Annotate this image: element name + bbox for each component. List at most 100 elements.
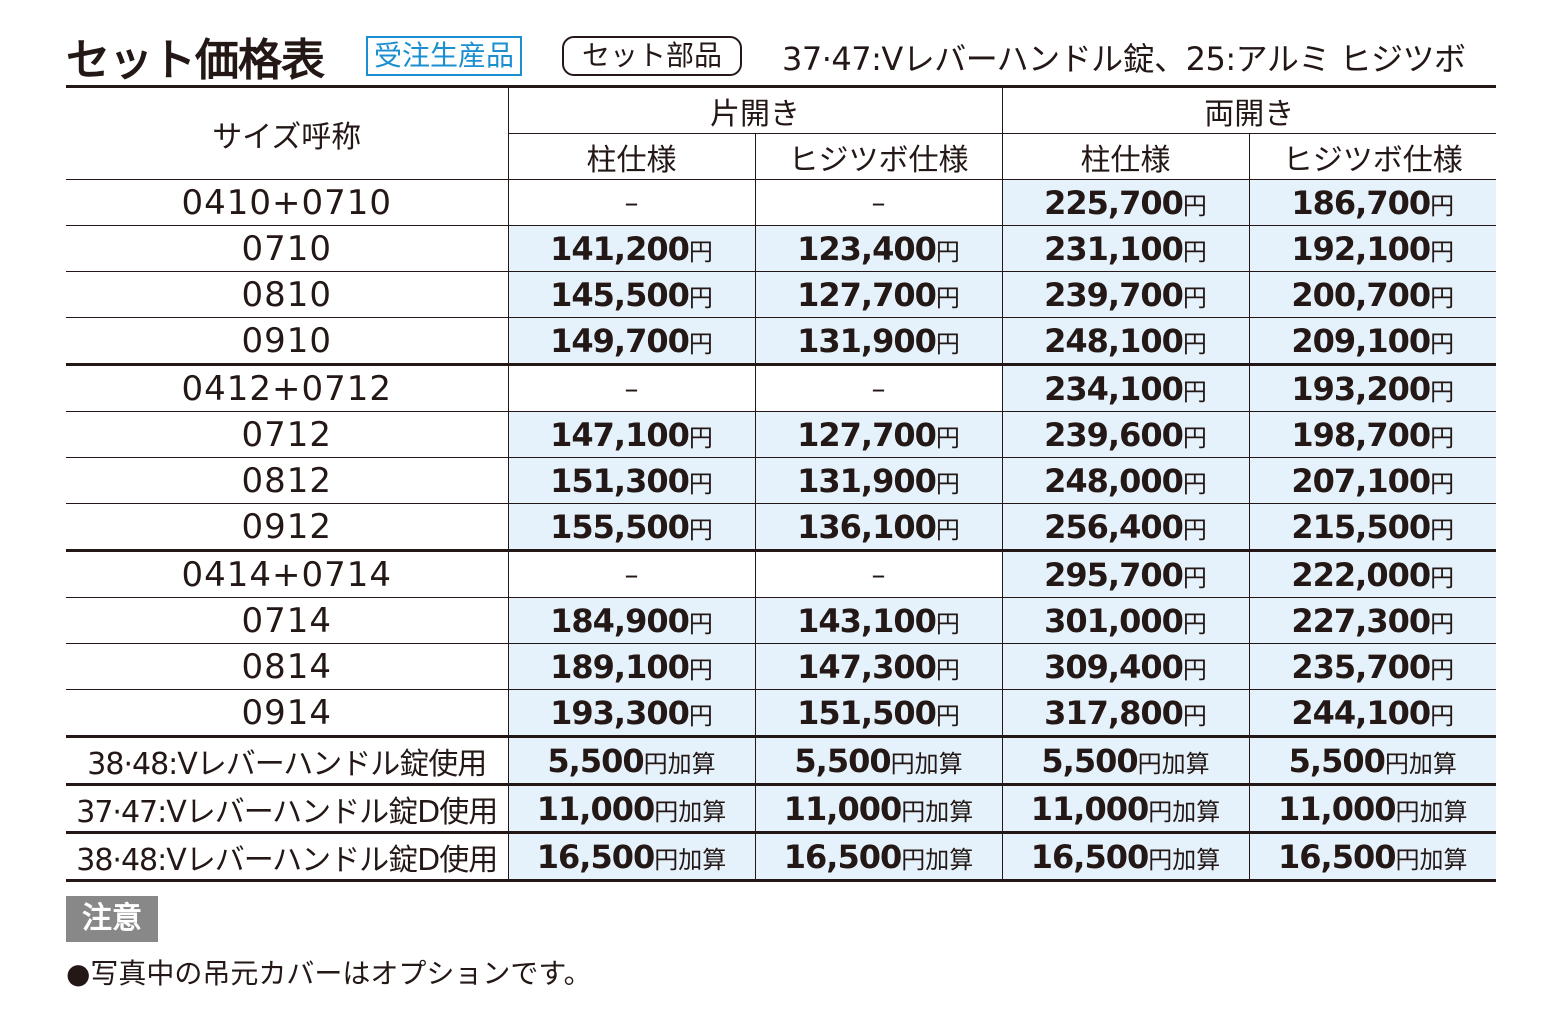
price-cell: 248,000円 <box>1002 457 1250 504</box>
price-value: 189,100 <box>550 647 690 686</box>
price-value: 136,100 <box>797 507 937 546</box>
table-row: 0710 141,200円 123,400円 231,100円 192,100円 <box>66 225 1496 272</box>
price-cell: 244,100円 <box>1249 689 1496 738</box>
option-price-value: 11,000 <box>1278 789 1396 828</box>
price-cell: 136,100円 <box>755 503 1003 552</box>
yen-unit: 円 <box>935 329 960 358</box>
option-price-cell: 5,500円加算 <box>755 736 1003 786</box>
double-elbow-header: ヒジツボ仕様 <box>1249 133 1496 180</box>
yen-unit: 円 <box>1182 609 1207 638</box>
yen-unit: 円 <box>935 655 960 684</box>
price-value: 147,300 <box>797 647 937 686</box>
size-cell: 0414+0714 <box>66 550 509 598</box>
price-value: 295,700 <box>1044 555 1184 594</box>
price-cell: 149,700円 <box>508 317 756 366</box>
add-suffix: 円加算 <box>643 749 716 778</box>
price-cell: 225,700円 <box>1002 179 1250 226</box>
add-suffix: 円加算 <box>654 845 727 874</box>
price-value: 239,700 <box>1044 275 1184 314</box>
yen-unit: 円 <box>688 237 713 266</box>
dash: – <box>871 186 886 219</box>
option-price-value: 11,000 <box>1030 789 1149 828</box>
price-cell: 193,200円 <box>1249 364 1496 412</box>
empty-price-cell: – <box>508 550 756 598</box>
option-price-cell: 16,500円加算 <box>1249 832 1496 882</box>
dash: – <box>871 372 886 405</box>
option-row: 38·48:Vレバーハンドル錠D使用 16,500円加算 16,500円加算 16,5… <box>66 832 1496 882</box>
add-suffix: 円加算 <box>1395 797 1468 826</box>
size-cell: 0814 <box>66 643 509 690</box>
price-cell: 186,700円 <box>1249 179 1496 226</box>
double-pillar-header: 柱仕様 <box>1002 133 1250 180</box>
yen-unit: 円 <box>688 701 713 730</box>
footnote: ●写真中の吊元カバーはオプションです。 <box>66 957 592 990</box>
size-cell: 0812 <box>66 457 509 504</box>
table-row: 0414+0714– –295,700円 222,000円 <box>66 550 1496 598</box>
table-row: 0912 155,500円 136,100円 256,400円 215,500円 <box>66 503 1496 552</box>
add-suffix: 円加算 <box>901 797 974 826</box>
price-value: 248,100 <box>1044 321 1184 360</box>
price-cell: 235,700円 <box>1249 643 1496 690</box>
price-cell: 147,300円 <box>755 643 1003 690</box>
price-cell: 131,900円 <box>755 317 1003 366</box>
option-price-cell: 11,000円加算 <box>755 784 1003 834</box>
price-value: 244,100 <box>1291 693 1431 732</box>
yen-unit: 円 <box>688 515 713 544</box>
price-value: 235,700 <box>1291 647 1431 686</box>
price-value: 192,100 <box>1291 229 1431 268</box>
made-to-order-badge: 受注生産品 <box>366 36 523 76</box>
price-value: 209,100 <box>1291 321 1431 360</box>
add-suffix: 円加算 <box>901 845 974 874</box>
price-value: 198,700 <box>1291 415 1431 454</box>
size-cell: 0914 <box>66 689 509 738</box>
yen-unit: 円 <box>1182 237 1207 266</box>
add-suffix: 円加算 <box>1137 749 1210 778</box>
price-cell: 209,100円 <box>1249 317 1496 366</box>
price-cell: 193,300円 <box>508 689 756 738</box>
notice-badge: 注意 <box>66 896 158 942</box>
price-cell: 127,700円 <box>755 271 1003 318</box>
yen-unit: 円 <box>688 423 713 452</box>
option-price-cell: 16,500円加算 <box>755 832 1003 882</box>
yen-unit: 円 <box>1182 469 1207 498</box>
dash: – <box>624 558 639 591</box>
price-cell: 131,900円 <box>755 457 1003 504</box>
price-value: 309,400 <box>1044 647 1184 686</box>
option-price-value: 16,500 <box>783 837 902 876</box>
option-price-value: 5,500 <box>794 741 891 780</box>
add-suffix: 円加算 <box>1148 845 1221 874</box>
yen-unit: 円 <box>1430 515 1455 544</box>
option-row: 38·48:Vレバーハンドル錠使用 5,500円加算 5,500円加算 5,500円加… <box>66 736 1496 786</box>
yen-unit: 円 <box>688 469 713 498</box>
table-row: 0410+0710– –225,700円 186,700円 <box>66 179 1496 226</box>
price-cell: 151,300円 <box>508 457 756 504</box>
table-row: 0814 189,100円 147,300円 309,400円 235,700円 <box>66 643 1496 690</box>
price-cell: 147,100円 <box>508 411 756 458</box>
size-cell: 0912 <box>66 503 509 552</box>
option-price-value: 16,500 <box>1030 837 1149 876</box>
yen-unit: 円 <box>1182 423 1207 452</box>
yen-unit: 円 <box>935 701 960 730</box>
yen-unit: 円 <box>1430 609 1455 638</box>
price-value: 200,700 <box>1291 275 1431 314</box>
price-cell: 198,700円 <box>1249 411 1496 458</box>
price-value: 248,000 <box>1044 461 1184 500</box>
table-row: 0412+0712– –234,100円 193,200円 <box>66 364 1496 412</box>
empty-price-cell: – <box>508 364 756 412</box>
yen-unit: 円 <box>935 469 960 498</box>
price-cell: 231,100円 <box>1002 225 1250 272</box>
option-price-value: 16,500 <box>1278 837 1396 876</box>
yen-unit: 円 <box>688 609 713 638</box>
empty-price-cell: – <box>508 179 756 226</box>
add-suffix: 円加算 <box>890 749 963 778</box>
price-value: 145,500 <box>550 275 690 314</box>
yen-unit: 円 <box>1430 237 1455 266</box>
yen-unit: 円 <box>1182 191 1207 220</box>
price-cell: 207,100円 <box>1249 457 1496 504</box>
yen-unit: 円 <box>1182 515 1207 544</box>
price-cell: 123,400円 <box>755 225 1003 272</box>
dash: – <box>871 558 886 591</box>
price-cell: 295,700円 <box>1002 550 1250 598</box>
yen-unit: 円 <box>688 655 713 684</box>
price-value: 184,900 <box>550 601 690 640</box>
